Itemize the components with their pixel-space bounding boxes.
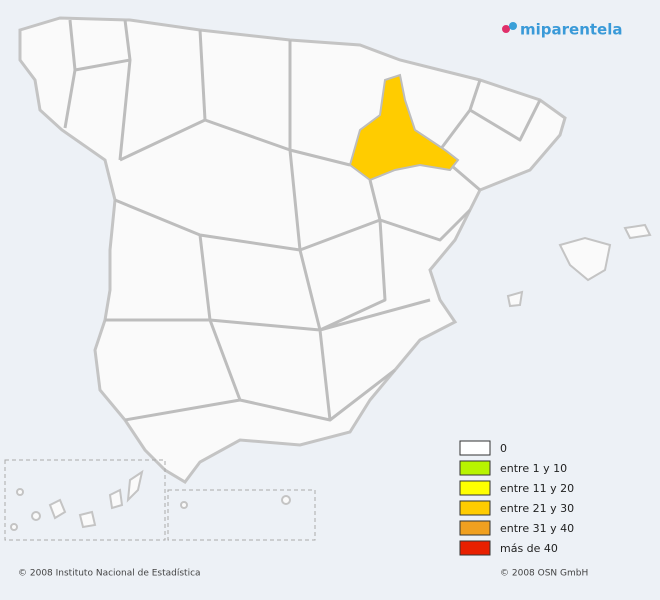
legend-label: entre 11 y 20 [500, 482, 574, 495]
legend-swatch [459, 540, 491, 556]
legend-swatch [459, 480, 491, 496]
peninsula [18, 16, 567, 484]
legend-label: 0 [500, 442, 507, 455]
ceuta-melilla [167, 489, 316, 541]
legend-swatch [459, 460, 491, 476]
legend-label: entre 31 y 40 [500, 522, 574, 535]
footer-left: © 2008 Instituto Nacional de Estadística [18, 569, 201, 579]
legend-swatch [459, 500, 491, 516]
legend-label: más de 40 [500, 542, 558, 555]
highlighted-province [348, 73, 460, 182]
canary-islands [4, 459, 166, 541]
footer-right: © 2008 OSN GmbH [500, 569, 588, 579]
legend-label: entre 21 y 30 [500, 502, 574, 515]
balearic-islands [506, 223, 652, 308]
legend-swatch [459, 520, 491, 536]
logo: miparentela [502, 21, 623, 39]
legend-swatch [459, 440, 491, 456]
legend: 0 entre 1 y 10 entre 11 y 20 entre 21 y 30 e… [459, 440, 574, 556]
logo-text: miparentela [520, 21, 623, 39]
legend-label: entre 1 y 10 [500, 462, 567, 475]
